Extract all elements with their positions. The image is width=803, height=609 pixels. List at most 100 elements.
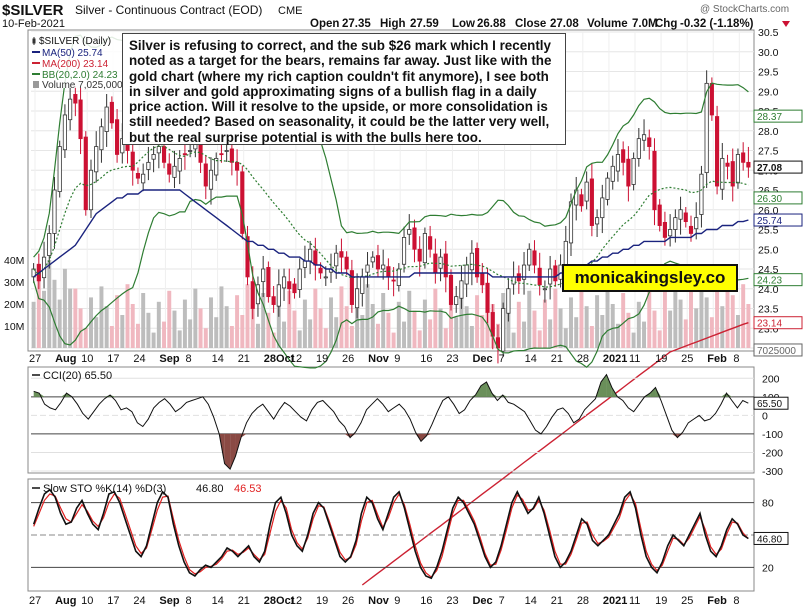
volume-bar — [741, 284, 746, 348]
volume-bar — [36, 271, 41, 348]
date-tick-label: 27 — [29, 595, 41, 607]
date-tick-label: 11 — [629, 353, 640, 365]
volume-tick-label: 30M — [4, 277, 24, 289]
volume-bar — [339, 286, 344, 348]
candlesticks — [31, 70, 751, 364]
candle-body — [652, 150, 657, 211]
sto-badge-label: 46.80 — [757, 534, 782, 545]
candle-icon — [32, 37, 36, 45]
commentary-caption: Silver is refusing to correct, and the s… — [122, 33, 566, 145]
date-tick-label: 24 — [133, 595, 145, 607]
candle-body — [182, 153, 187, 156]
cci-line — [33, 373, 749, 470]
volume-bar — [381, 293, 386, 348]
date-tick-label: 11 — [629, 595, 640, 607]
volume-bar — [73, 288, 78, 348]
date-tick-label: Nov — [368, 353, 390, 365]
candle-body — [47, 233, 52, 256]
candle-body — [730, 161, 735, 187]
volume-bar — [542, 299, 547, 348]
volume-bar — [52, 279, 57, 348]
candle-body — [334, 252, 339, 267]
volume-bar — [349, 326, 354, 348]
price-tick-label: 30.5 — [758, 27, 779, 39]
volume-bar — [454, 317, 459, 348]
volume-bar — [99, 286, 104, 348]
candle-body — [266, 267, 271, 298]
date-tick-label: 19 — [655, 595, 667, 607]
price-badge: 27.08 — [753, 160, 803, 174]
candle-body — [52, 189, 57, 234]
candle-body — [219, 153, 224, 156]
volume-bar — [527, 290, 532, 348]
volume-bar — [464, 306, 469, 348]
volume-bar — [255, 323, 260, 348]
date-tick-label: Aug — [55, 353, 76, 365]
price-badge: 7025000 — [753, 343, 803, 357]
volume-bar — [673, 279, 678, 348]
volume-bar — [297, 330, 302, 348]
candle-body — [281, 276, 287, 289]
volume-tick-label: 20M — [4, 299, 24, 311]
volume-bar — [449, 297, 453, 348]
volume-bar — [537, 330, 542, 348]
date-tick-label: 14 — [525, 595, 537, 607]
candle-body — [229, 148, 234, 163]
volume-bar — [443, 328, 448, 348]
open-label: Open — [310, 18, 339, 30]
cci-overbought-fill — [491, 393, 498, 397]
candle-body — [673, 217, 678, 230]
cci-badge-box — [753, 396, 789, 410]
volume-bar — [746, 304, 751, 348]
candle-body — [657, 204, 662, 226]
cci-tick-label: -100 — [762, 429, 783, 441]
sto-legend-text: Slow STO %K(14) %D(3) — [43, 483, 166, 495]
candle-body — [349, 270, 354, 305]
sto-tick-label: 20 — [762, 562, 774, 574]
date-tick-label: 8 — [733, 353, 739, 365]
volume-bar — [182, 299, 187, 348]
volume-bar — [156, 301, 161, 348]
exchange-label: CME — [278, 5, 302, 17]
candle-body — [151, 154, 156, 160]
candle-body — [422, 233, 427, 264]
date-tick-label: 25 — [681, 353, 693, 365]
candle-body — [683, 212, 688, 223]
candle-body — [527, 248, 532, 266]
volume-bar — [276, 301, 281, 348]
volume-bar — [438, 308, 443, 348]
candle-body — [203, 163, 208, 187]
brand-watermark: monicakingsley.co — [562, 264, 738, 292]
volume-bar — [167, 290, 172, 348]
candle-body — [104, 106, 109, 132]
volume-bar — [391, 332, 396, 348]
volume-bar — [323, 328, 328, 348]
cci-tick-label: 0 — [762, 410, 768, 422]
candle-body — [73, 94, 78, 104]
date-tick-label: Feb — [707, 353, 727, 365]
candle-body — [584, 181, 589, 202]
volume-bar — [287, 290, 292, 348]
volume-bar — [459, 286, 464, 348]
volume-bar — [605, 284, 610, 348]
volume-bar — [224, 306, 229, 348]
volume-bar — [240, 315, 245, 348]
close-value: 27.08 — [550, 18, 579, 30]
volume-bar — [678, 299, 683, 348]
candle-body — [115, 119, 120, 155]
candle-body — [715, 116, 720, 187]
candle-body — [360, 276, 365, 294]
candle-body — [469, 252, 474, 271]
volume-bar — [57, 299, 62, 348]
volume-bar — [417, 330, 422, 348]
volume-bar — [715, 286, 720, 348]
volume-bar — [78, 308, 83, 348]
candle-body — [568, 201, 574, 244]
price-tick-label: 24.0 — [758, 284, 779, 296]
date-tick-label: 9 — [394, 353, 400, 365]
candle-body — [521, 264, 527, 280]
date-tick-label: 16 — [420, 595, 432, 607]
legend-symbol: $SILVER (Daily) — [39, 36, 111, 47]
volume-bar — [203, 328, 208, 348]
date-tick-label: 8 — [733, 595, 739, 607]
